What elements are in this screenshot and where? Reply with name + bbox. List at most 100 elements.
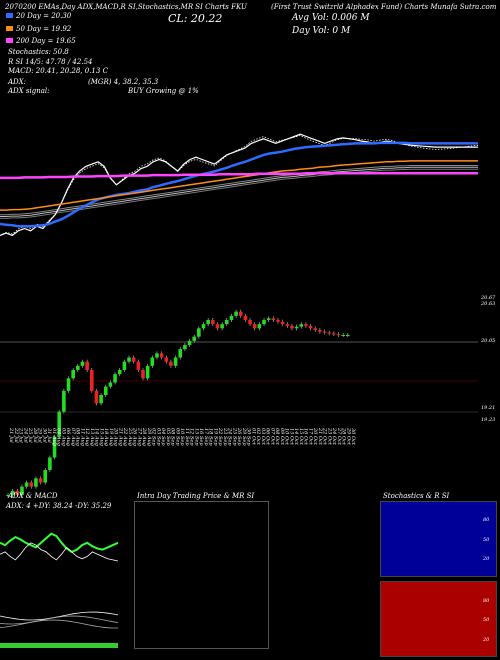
candle-body: [192, 336, 196, 341]
x-tick-label: 29 Jul: [37, 427, 43, 443]
candle-body: [62, 390, 66, 412]
adx-macd-plot: [0, 532, 119, 648]
x-tick-label: 26 Sep: [236, 427, 242, 446]
candle-body: [117, 370, 122, 375]
adx-macd-readout: ADX: 4 +DY: 38.24 -DY: 35.29: [6, 502, 112, 510]
rsi-tick: 50: [483, 617, 490, 623]
x-tick-label: 11 Sep: [184, 428, 190, 446]
candle-body: [145, 365, 150, 379]
candle-body: [85, 361, 89, 370]
x-tick-label: 24 Jul: [22, 427, 28, 443]
adx-label: ADX:: [8, 78, 27, 86]
x-tick-label: 31 Jul: [46, 428, 52, 443]
series-line-2: [0, 160, 478, 211]
x-tick-label: 22 Oct: [322, 427, 328, 446]
price-tick: 19.21: [481, 405, 496, 411]
candle-body: [108, 382, 113, 387]
candle-body: [327, 332, 331, 334]
x-tick-label: 28 Aug: [141, 427, 147, 446]
x-tick-label: 22 Aug: [122, 427, 128, 446]
candle-body: [38, 478, 43, 483]
candle-body: [127, 357, 131, 362]
x-tick-label: 12 Sep: [189, 428, 195, 446]
rsi-readout: R SI 14/5: 47.78 / 42.54: [8, 58, 93, 66]
candle-body: [6, 495, 10, 496]
ema-lines: [0, 133, 479, 237]
adx-signal-label: ADX signal:: [8, 87, 50, 95]
x-tick-label: 26 Aug: [132, 427, 138, 446]
candle-body: [24, 482, 29, 487]
x-tick-label: 07 Aug: [70, 428, 76, 446]
x-tick-label: 20 Aug: [113, 427, 119, 446]
x-tick-label: 13 Aug: [89, 428, 95, 446]
stoch-rsi-title: Stochastics & R SI: [383, 492, 450, 500]
candle-body: [262, 320, 266, 325]
candle-body: [164, 357, 169, 362]
candle-body: [136, 361, 141, 370]
adx-macd-title: ADX & MACD: [8, 492, 58, 500]
candle-body: [20, 486, 24, 495]
rsi-tick: 80: [483, 598, 490, 604]
x-tick-label: 01 Oct: [250, 428, 256, 446]
x-tick-label: 03 Oct: [260, 428, 266, 446]
x-tick-label: 08 Oct: [274, 428, 280, 446]
ema50-readout: 50 Day = 19.92: [6, 25, 71, 33]
x-tick-label: 04 Sep: [160, 428, 166, 446]
ema200-readout: 200 Day = 19.65: [6, 37, 76, 45]
x-tick-label: 16 Oct: [303, 428, 309, 446]
intraday-title: Intra Day Trading Price & MR SI: [137, 492, 255, 500]
macd-readout: MACD: 20.41, 20.28, 0.13 C: [8, 67, 108, 75]
close-readout: CL: 20.22: [168, 12, 223, 25]
x-tick-label: 13 Oct: [288, 428, 294, 446]
candle-body: [131, 357, 136, 362]
x-tick-label: 18 Sep: [208, 428, 214, 446]
candle-body: [313, 328, 318, 330]
candle-body: [252, 324, 257, 329]
candle-body: [71, 370, 75, 379]
x-tick-label: 25 Aug: [127, 427, 133, 446]
x-tick-label: 29 Oct: [345, 427, 351, 446]
candle-body: [276, 320, 280, 322]
candle-body: [34, 478, 38, 487]
stochastics-panel: [380, 501, 497, 577]
candle-body: [271, 318, 276, 320]
rsi-panel: [380, 581, 497, 657]
candle-body: [178, 349, 183, 358]
candle-body: [332, 333, 336, 335]
candle-body: [94, 390, 99, 404]
candle-body: [206, 320, 210, 325]
x-tick-label: 21 Aug: [117, 427, 123, 446]
candle-body: [220, 324, 224, 329]
x-tick-label: 06 Oct: [265, 428, 271, 446]
dotted-ma-line: [0, 135, 479, 236]
chart-header: 2070200 EMAs,Day ADX,MACD,R SI,Stochasti…: [5, 3, 247, 11]
band-line: [0, 165, 478, 216]
x-tick-label: 29 Aug: [146, 427, 152, 446]
candle-body: [215, 324, 220, 329]
stoch-readout: Stochastics: 50.8: [8, 48, 69, 56]
candle-body: [201, 324, 206, 329]
candle-body: [29, 482, 34, 487]
candle-body: [308, 325, 313, 329]
adx-series-0: [0, 532, 119, 554]
candle-body: [248, 320, 252, 325]
stoch-tick: 80: [483, 517, 490, 523]
adx-values: (MGR) 4, 38.2, 35.3: [88, 78, 159, 86]
candle-body: [336, 334, 341, 336]
candle-body: [113, 374, 117, 383]
x-tick-label: 02 Oct: [255, 428, 261, 446]
candle-body: [66, 378, 71, 391]
candle-body: [266, 318, 271, 320]
macd-line: [0, 615, 119, 625]
x-tick-label: 09 Oct: [279, 428, 285, 446]
candle-body: [290, 325, 294, 329]
candle-body: [346, 335, 350, 336]
series-line-1: [0, 141, 478, 228]
price-tick: 20.67: [481, 295, 496, 301]
x-tick-label: 05 Sep: [165, 428, 171, 446]
x-tick-label: 28 Oct: [341, 427, 347, 446]
candle-body: [285, 324, 290, 326]
x-tick-label: 27 Aug: [136, 427, 142, 446]
x-tick-label: 06 Aug: [65, 428, 71, 446]
candle-body: [318, 330, 322, 332]
